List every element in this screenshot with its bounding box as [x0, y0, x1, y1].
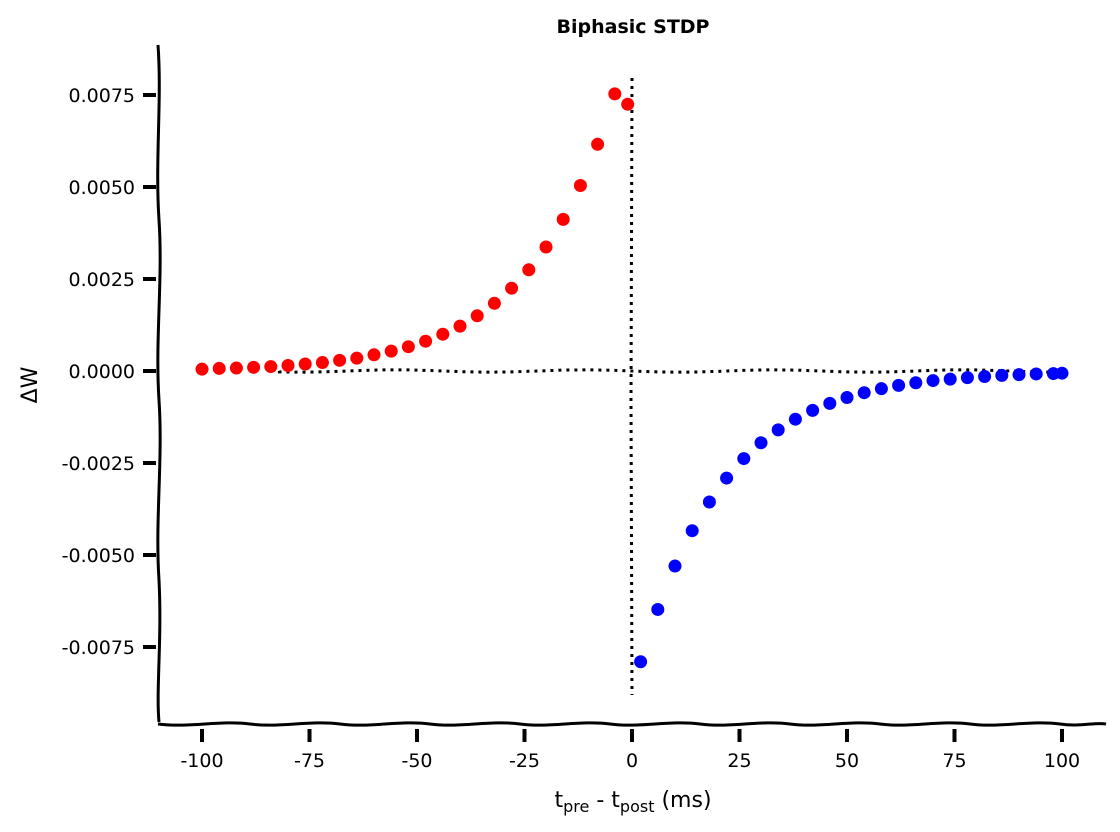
ltp-point [212, 361, 226, 375]
ltp-point [315, 356, 329, 370]
y-tick-label: -0.0075 [62, 637, 135, 659]
ltd-point [702, 495, 716, 509]
ltd-point [1012, 368, 1026, 382]
ltp-point [608, 87, 622, 101]
ltp-point [419, 334, 433, 348]
ltd-point [857, 386, 871, 400]
x-label-sub-post: post [620, 797, 655, 816]
y-tick-label: -0.0025 [62, 453, 135, 475]
x-tick-label: -50 [401, 750, 432, 772]
ltp-point [281, 358, 295, 372]
ltp-point [556, 212, 570, 226]
y-axis-label: ΔW [18, 366, 43, 403]
ltp-point [195, 362, 209, 376]
x-axis-label: tpre - tpost (ms) [554, 788, 711, 816]
ltd-point [909, 376, 923, 390]
ltd-point [978, 370, 992, 384]
ltd-point [771, 423, 785, 437]
x-label-main: t [554, 788, 563, 813]
ltd-point [960, 371, 974, 385]
axes [156, 44, 1107, 727]
x-tick-label: -25 [509, 750, 540, 772]
ltd-point [806, 403, 820, 417]
ltd-point [754, 436, 768, 450]
zero-line-vertical [629, 77, 634, 696]
reference-lines [277, 77, 1054, 696]
ltp-point [247, 360, 261, 374]
ltd-point [720, 471, 734, 485]
y-axis-line [156, 44, 162, 723]
ltp-point [264, 360, 278, 374]
ltp-point [470, 309, 484, 323]
y-tick-label: -0.0050 [62, 545, 135, 567]
ltp-point [436, 327, 450, 341]
chart-title: Biphasic STDP [557, 16, 710, 38]
ltd-point [874, 382, 888, 396]
ltp-point [333, 353, 347, 367]
x-tick-label: 75 [942, 750, 966, 772]
ltd-point [737, 452, 751, 466]
x-tick-label: 0 [626, 750, 638, 772]
zero-line-horizontal [277, 368, 1054, 374]
ltp-point [298, 357, 312, 371]
x-tick-label: 100 [1044, 750, 1080, 772]
ltd-point [788, 412, 802, 426]
y-tick-label: 0.0000 [69, 361, 135, 383]
y-tick-label: 0.0050 [69, 177, 135, 199]
ltd-point [892, 378, 906, 392]
ltp-point [487, 296, 501, 310]
ltd-point [1055, 366, 1069, 380]
ltp-point [401, 340, 415, 354]
x-label-sub-pre: pre [563, 797, 589, 816]
ltd-point [995, 368, 1009, 382]
ltp-point [229, 361, 243, 375]
ltp-point [367, 348, 381, 362]
ltd-point [840, 390, 854, 404]
x-label-tail: (ms) [654, 788, 711, 813]
ltd-point [1029, 367, 1043, 381]
ltd-point [634, 655, 648, 669]
y-tick-label: 0.0025 [69, 269, 135, 291]
ltd-point [651, 602, 665, 616]
ltp-point [539, 240, 553, 254]
ltd-point [823, 396, 837, 410]
ltp-point [591, 137, 605, 151]
x-label-mid: - t [589, 788, 620, 813]
x-tick-label: -100 [180, 750, 223, 772]
y-tick-label: 0.0075 [69, 85, 135, 107]
ltp-point [621, 97, 635, 111]
x-ticks: -100 -75 -50 -25 0 25 50 75 100 [180, 729, 1080, 772]
x-tick-label: -75 [294, 750, 325, 772]
ltd-point [685, 524, 699, 538]
ltp-point [522, 263, 536, 277]
ltp-point [453, 319, 467, 333]
ltp-point [350, 351, 364, 365]
ltp-point [384, 344, 398, 358]
x-tick-label: 50 [835, 750, 859, 772]
x-tick-label: 25 [727, 750, 751, 772]
ltd-point [668, 559, 682, 573]
x-axis-line [157, 721, 1107, 727]
ltd-point [943, 372, 957, 386]
y-ticks: 0.0075 0.0050 0.0025 0.0000 -0.0025 -0.0050 -0… [62, 85, 156, 659]
ltp-point [573, 179, 587, 193]
ltp-point [505, 281, 519, 295]
data-points [195, 87, 1069, 669]
ltd-point [926, 374, 940, 388]
